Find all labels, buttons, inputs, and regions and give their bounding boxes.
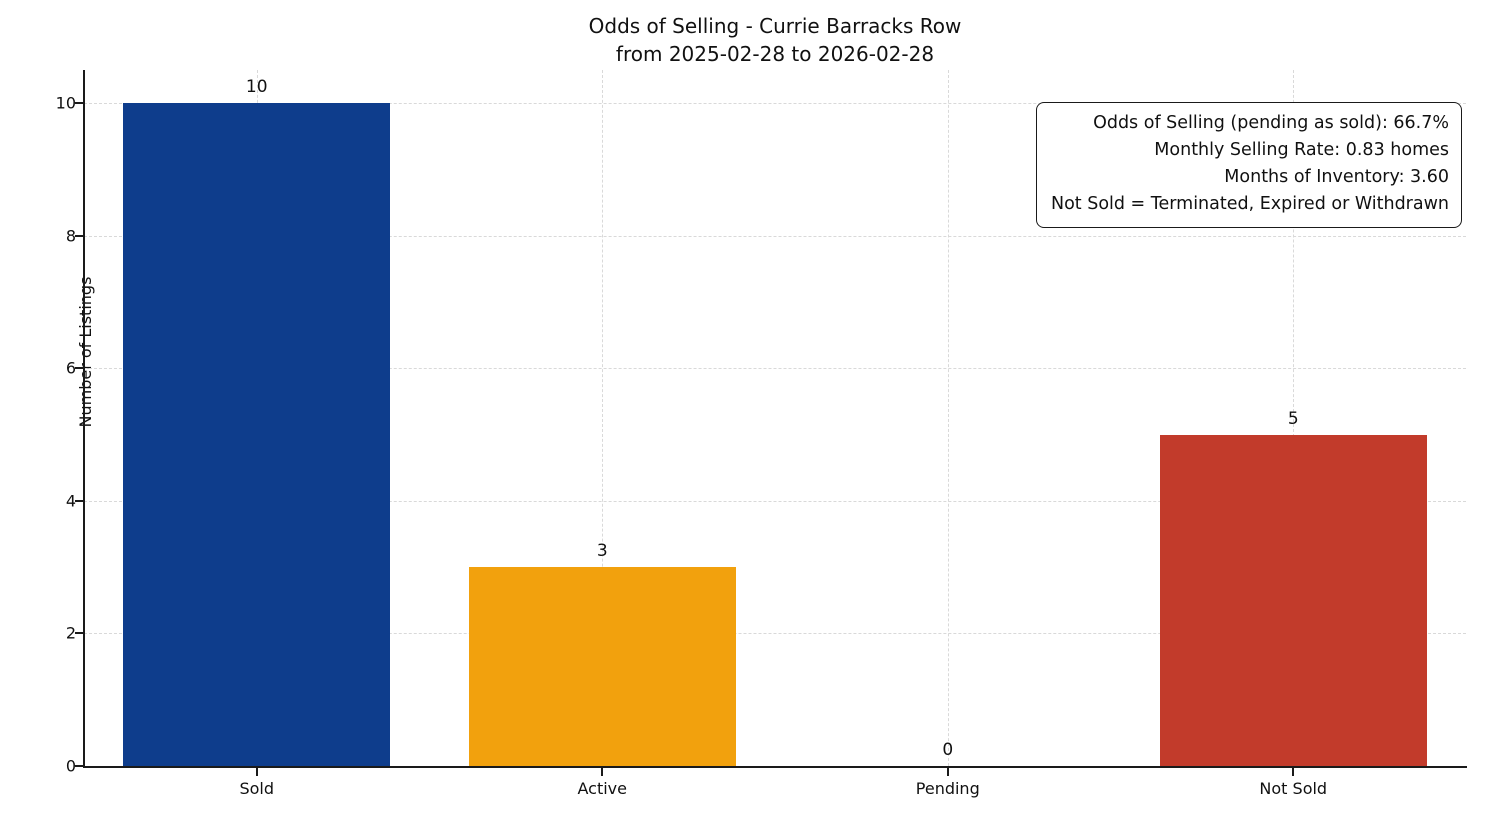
chart-title-line2: from 2025-02-28 to 2026-02-28 [615, 42, 935, 66]
y-tick-label: 0 [65, 756, 76, 776]
bar-sold [123, 103, 391, 766]
bar-not-sold [1159, 434, 1427, 766]
annotation-box: Odds of Selling (pending as sold): 66.7%… [1035, 102, 1462, 228]
x-tick-mark [601, 768, 604, 776]
y-tick-label: 6 [65, 358, 76, 378]
x-tick-label: Sold [239, 779, 275, 798]
chart-title-line1: Odds of Selling - Currie Barracks Row [588, 14, 962, 38]
y-tick-label: 10 [55, 93, 76, 113]
bar-value-label: 5 [1287, 408, 1299, 429]
x-tick-label: Pending [915, 779, 980, 798]
gridline-vertical [602, 70, 604, 766]
y-tick-mark [75, 765, 83, 767]
bar-value-label: 3 [596, 541, 608, 562]
annotation-line: Monthly Selling Rate: 0.83 homes [1154, 140, 1449, 160]
y-tick-mark [75, 632, 83, 635]
annotation-line: Odds of Selling (pending as sold): 66.7% [1093, 113, 1449, 133]
gridline-horizontal [84, 368, 1466, 370]
y-tick-label: 8 [65, 226, 76, 246]
y-tick-label: 4 [65, 491, 76, 511]
y-tick-mark [75, 102, 83, 105]
x-tick-mark [1292, 768, 1295, 776]
gridline-horizontal [84, 235, 1466, 237]
y-tick-mark [75, 367, 83, 370]
y-tick-label: 2 [65, 623, 76, 643]
x-tick-label: Active [577, 779, 628, 798]
gridline-vertical [947, 70, 949, 766]
annotation-line: Months of Inventory: 3.60 [1224, 167, 1449, 187]
x-tick-mark [946, 768, 949, 776]
bar-value-label: 0 [942, 740, 954, 760]
y-tick-mark [75, 499, 83, 502]
bar-active [468, 567, 736, 766]
x-axis-spine [83, 766, 1467, 768]
y-axis-spine [83, 70, 85, 768]
gridline-horizontal [84, 500, 1466, 502]
gridline-vertical [1293, 70, 1295, 766]
gridline-horizontal [84, 103, 1466, 105]
chart-title: Odds of Selling - Currie Barracks Row fr… [84, 12, 1466, 68]
annotation-line: Not Sold = Terminated, Expired or Withdr… [1050, 194, 1449, 214]
x-tick-label: Not Sold [1259, 779, 1328, 798]
y-tick-mark [75, 234, 83, 237]
x-tick-mark [255, 768, 258, 776]
bar-value-label: 10 [245, 77, 268, 98]
plot-area: 10 3 0 5 [84, 70, 1466, 766]
gridline-horizontal [84, 633, 1466, 635]
